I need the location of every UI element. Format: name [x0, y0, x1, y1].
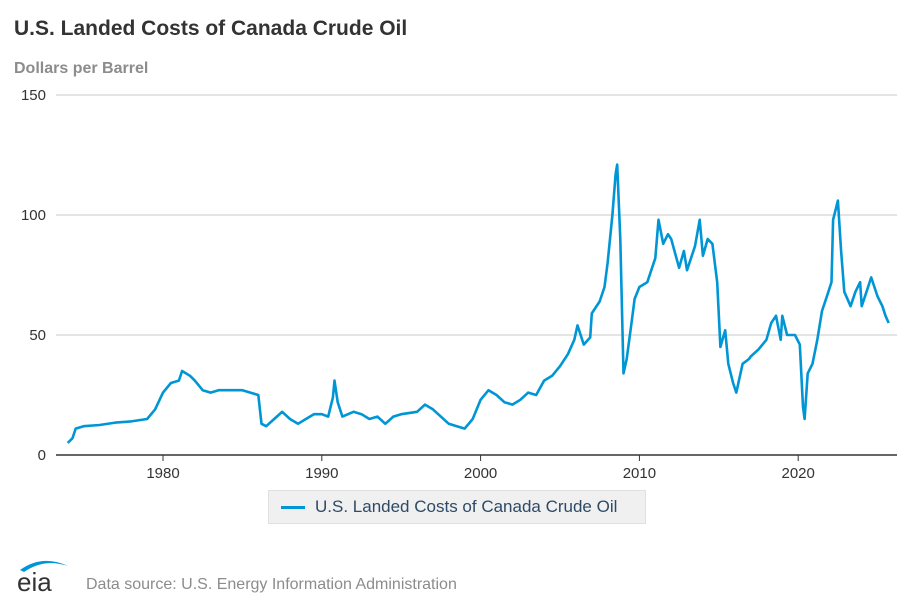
legend-label: U.S. Landed Costs of Canada Crude Oil	[315, 497, 618, 516]
x-tick-label: 2010	[623, 465, 656, 482]
series-line	[66, 163, 890, 444]
y-tick-label: 100	[21, 207, 46, 224]
x-tick-label: 2020	[782, 465, 815, 482]
x-tick-label: 1980	[146, 465, 179, 482]
x-tick-label: 2000	[464, 465, 497, 482]
legend-swatch	[281, 505, 305, 509]
legend[interactable]: U.S. Landed Costs of Canada Crude Oil	[268, 490, 646, 524]
svg-text:eia: eia	[17, 567, 52, 596]
y-axis-label: Dollars per Barrel	[14, 60, 149, 77]
y-tick-label: 50	[29, 327, 46, 344]
x-tick-label: 1990	[305, 465, 338, 482]
y-tick-label: 150	[21, 87, 46, 104]
y-tick-label: 0	[38, 447, 46, 464]
chart-title: U.S. Landed Costs of Canada Crude Oil	[14, 17, 408, 40]
data-source: Data source: U.S. Energy Information Adm…	[86, 576, 457, 593]
